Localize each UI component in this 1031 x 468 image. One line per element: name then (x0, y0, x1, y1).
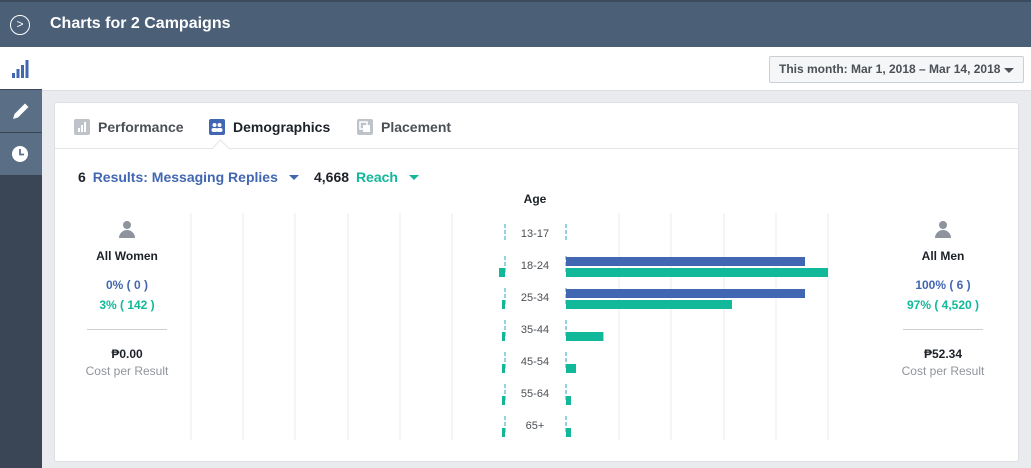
bar-men-results (566, 289, 805, 298)
bar-women-reach (502, 300, 505, 309)
divider (903, 329, 983, 330)
tab-demographics[interactable]: Demographics (209, 119, 330, 135)
chevron-down-icon (1004, 68, 1014, 73)
women-cost: ₱0.00 (111, 347, 143, 361)
reach-count: 4,668 (314, 169, 350, 185)
tab-placement[interactable]: Placement (357, 119, 451, 135)
sidebar-item-history[interactable] (0, 133, 42, 175)
bar-men-results (566, 257, 805, 266)
bar-women-reach (502, 396, 505, 405)
men-label: All Men (921, 249, 965, 263)
date-range-dropdown[interactable]: This month: Mar 1, 2018 – Mar 14, 2018 (769, 56, 1024, 83)
chevron-down-icon (408, 175, 419, 180)
clock-icon (12, 146, 28, 162)
bar-men-reach (566, 332, 604, 341)
toolbar: This month: Mar 1, 2018 – Mar 14, 2018 (42, 47, 1031, 91)
bar-chart-icon (12, 60, 29, 78)
sidebar-item-edit[interactable] (0, 90, 42, 132)
results-count: 6 (78, 169, 86, 185)
reach-label: Reach (355, 169, 398, 185)
age-label: 18-24 (521, 260, 549, 272)
results-label: Results: Messaging Replies (92, 169, 278, 185)
bar-men-reach (566, 364, 576, 373)
age-demographics-chart: Age 13-17 18-24 25-34 35-44 45-54 55-64 65+ (190, 192, 829, 440)
men-cost: ₱52.34 (923, 347, 963, 361)
chevron-down-icon (288, 175, 299, 180)
age-label: 55-64 (521, 388, 549, 400)
women-reach: 3% ( 142 ) (99, 298, 155, 312)
bar-women-reach (502, 364, 505, 373)
bar-women-reach (502, 332, 505, 341)
sidebar (0, 47, 42, 468)
men-cost-label: Cost per Result (901, 364, 985, 378)
age-label: 65+ (526, 420, 545, 432)
men-reach: 97% ( 4,520 ) (906, 298, 980, 312)
bar-men-reach (566, 268, 828, 277)
reach-metric-selector[interactable]: 4,668 Reach (314, 169, 419, 185)
placement-icon (357, 119, 373, 135)
women-cost-label: Cost per Result (85, 364, 169, 378)
women-results: 0% ( 0 ) (105, 278, 148, 292)
age-label: 13-17 (521, 228, 549, 240)
back-circle-icon[interactable]: > (10, 15, 30, 35)
page-title: Charts for 2 Campaigns (50, 15, 231, 32)
women-summary: All Women 0% ( 0 ) 3% ( 142 ) ₱0.00 Cost… (67, 221, 187, 378)
tab-label: Placement (381, 119, 452, 135)
header-bar: > Charts for 2 Campaigns (0, 0, 1031, 47)
woman-icon (119, 221, 135, 239)
bar-women-reach (502, 428, 505, 437)
men-summary: All Men 100% ( 6 ) 97% ( 4,520 ) ₱52.34 … (883, 221, 1003, 378)
tab-label: Performance (98, 119, 184, 135)
results-metric-selector[interactable]: 6 Results: Messaging Replies (78, 169, 299, 185)
pencil-icon (13, 103, 29, 119)
age-label: 35-44 (521, 324, 549, 336)
bar-men-reach (566, 428, 571, 437)
people-icon (209, 119, 225, 135)
tab-performance[interactable]: Performance (74, 119, 184, 135)
divider (87, 329, 167, 330)
bar-chart-icon (74, 119, 90, 135)
date-range-label: This month: Mar 1, 2018 – Mar 14, 2018 (779, 62, 1001, 76)
tab-bar: Performance Demographics Placement (55, 103, 1018, 149)
age-label: 25-34 (521, 292, 549, 304)
chart-title: Age (524, 192, 547, 206)
bar-men-reach (566, 300, 732, 309)
bar-men-reach (566, 396, 571, 405)
men-results: 100% ( 6 ) (915, 278, 971, 292)
age-label: 45-54 (521, 356, 549, 368)
sidebar-item-charts[interactable] (0, 47, 42, 89)
chart-panel: Performance Demographics Placement 6 Res… (54, 102, 1019, 462)
women-label: All Women (96, 249, 158, 263)
bar-women-reach (499, 268, 505, 277)
man-icon (935, 221, 951, 239)
tab-label: Demographics (233, 119, 331, 135)
